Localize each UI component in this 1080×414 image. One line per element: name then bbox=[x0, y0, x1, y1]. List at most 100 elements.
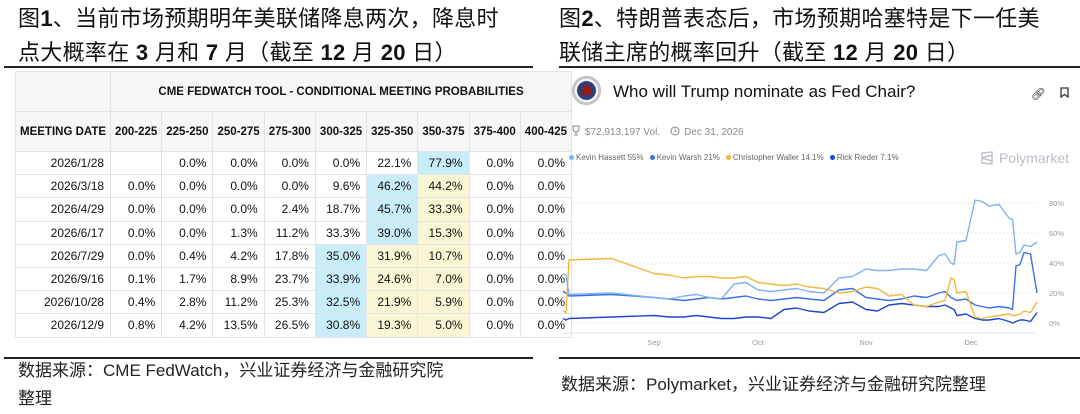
link-icon[interactable]: 🔗︎ bbox=[1030, 87, 1046, 101]
probability-cell: 5.0% bbox=[417, 313, 470, 338]
title-part: 20 bbox=[893, 40, 919, 65]
title-prefix: 图 bbox=[559, 6, 582, 31]
probability-cell: 1.3% bbox=[212, 220, 265, 245]
probability-cell: 35.0% bbox=[314, 243, 368, 268]
title-part: 月（截至 bbox=[218, 40, 321, 65]
probability-cell: 11.2% bbox=[263, 220, 316, 245]
meeting-date-cell: 2026/3/18 bbox=[14, 174, 112, 199]
market-question[interactable]: Who will Trump nominate as Fed Chair? bbox=[613, 82, 916, 101]
legend-item[interactable]: Kevin Hassett 55% bbox=[569, 153, 644, 162]
clock-icon bbox=[670, 126, 680, 139]
column-header-rate-range: 250-275 bbox=[212, 111, 265, 152]
probability-cell: 18.7% bbox=[314, 197, 368, 222]
title-part: 日） bbox=[405, 40, 457, 65]
figure-1-source: 数据来源：CME FedWatch，兴业证券经济与金融研究院 整理 bbox=[18, 357, 443, 413]
probability-cell: 0.0% bbox=[110, 197, 163, 222]
column-header-rate-range: 400-425 bbox=[519, 111, 573, 152]
table-row: 2026/1/28 0.0% 0.0% 0.0% 0.0% 22.1% 77.9% 0.0% 0… bbox=[14, 150, 573, 176]
probability-cell: 0.0% bbox=[468, 313, 521, 338]
polymarket-logo-icon bbox=[981, 151, 993, 165]
probability-cell: 0.1% bbox=[110, 266, 163, 292]
legend-dot-icon bbox=[829, 155, 835, 161]
probability-cell: 0.0% bbox=[468, 174, 521, 199]
probability-cell: 17.8% bbox=[263, 243, 316, 268]
probability-cell: 2.8% bbox=[161, 290, 214, 315]
polymarket-card: Who will Trump nominate as Fed Chair? 🔗︎… bbox=[559, 70, 1079, 350]
probability-cell: 19.3% bbox=[366, 313, 419, 338]
series-line-rieder[interactable] bbox=[562, 301, 1038, 324]
series-line-hassett[interactable] bbox=[562, 199, 1038, 300]
meeting-date-cell: 2026/12/9 bbox=[14, 313, 112, 338]
legend-label: Rick Rieder 7.1% bbox=[836, 153, 899, 162]
probability-cell: 0.0% bbox=[110, 220, 163, 245]
title-prefix: 图 bbox=[18, 6, 41, 31]
legend-item[interactable]: Kevin Warsh 21% bbox=[649, 153, 720, 162]
title-part: 月和 bbox=[148, 40, 206, 65]
series-line-warsh[interactable] bbox=[562, 251, 1038, 311]
probability-cell: 32.5% bbox=[314, 290, 368, 315]
title-part: 月 bbox=[858, 40, 894, 65]
probability-cell: 0.0% bbox=[468, 197, 521, 222]
title-divider bbox=[559, 66, 1080, 68]
legend-dot-icon bbox=[725, 155, 731, 161]
legend-item[interactable]: Christopher Waller 14.1% bbox=[725, 153, 824, 162]
probability-cell: 13.5% bbox=[212, 313, 265, 338]
title-part: 联储主席的概率回升（截至 bbox=[559, 40, 834, 65]
probability-cell: 11.2% bbox=[212, 290, 265, 315]
column-header-rate-range: 200-225 bbox=[110, 111, 163, 152]
probability-cell: 0.0% bbox=[110, 243, 163, 268]
column-header-meeting-date: MEETING DATE bbox=[14, 111, 112, 152]
legend-dot-icon bbox=[649, 155, 655, 161]
title-line1: 、当前市场预期明年美联储降息两次，降息时 bbox=[52, 6, 499, 31]
table-row: 2026/3/18 0.0% 0.0% 0.0% 0.0% 9.6% 46.2% 44.2% 0… bbox=[14, 174, 573, 199]
meeting-date-cell: 2026/6/17 bbox=[14, 220, 112, 245]
x-tick-label: Sep bbox=[647, 338, 660, 347]
probability-cell: 4.2% bbox=[212, 243, 265, 268]
table-row: 2026/6/17 0.0% 0.0% 1.3% 11.2% 33.3% 39.0% 15.3… bbox=[14, 220, 573, 245]
probability-cell: 7.0% bbox=[417, 266, 470, 292]
probability-cell: 0.0% bbox=[468, 266, 521, 292]
column-header-rate-range: 225-250 bbox=[161, 111, 214, 152]
x-tick-label: Oct bbox=[752, 338, 765, 347]
probability-cell: 9.6% bbox=[314, 174, 368, 199]
column-header-rate-range: 375-400 bbox=[468, 111, 521, 152]
probability-cell: 33.9% bbox=[314, 266, 368, 292]
probability-cell: 0.0% bbox=[314, 150, 368, 176]
probability-cell: 0.0% bbox=[161, 174, 214, 199]
y-tick-label: 40% bbox=[1049, 259, 1064, 268]
probability-cell: 0.0% bbox=[161, 197, 214, 222]
meeting-date-cell: 2026/10/28 bbox=[14, 290, 112, 315]
figure-1-title: 图1、当前市场预期明年美联储降息两次，降息时 点大概率在 3 月和 7 月（截至… bbox=[18, 2, 499, 70]
probability-line-chart: 0% 20% 40% 60% 80% Sep Oct Nov Dec bbox=[562, 199, 1064, 347]
legend-item[interactable]: Rick Rieder 7.1% bbox=[829, 153, 899, 162]
probability-cell: 44.2% bbox=[417, 174, 470, 199]
title-number: 1 bbox=[40, 6, 53, 31]
probability-cell: 33.3% bbox=[314, 220, 368, 245]
probability-cell: 0.0% bbox=[468, 220, 521, 245]
probability-cell: 39.0% bbox=[366, 220, 419, 245]
legend-dot-icon bbox=[569, 155, 574, 161]
probability-cell: 0.0% bbox=[519, 243, 573, 268]
probability-cell: 5.9% bbox=[417, 290, 470, 315]
probability-cell bbox=[110, 150, 163, 176]
probability-cell: 0.0% bbox=[519, 313, 573, 338]
title-part: 12 bbox=[833, 40, 859, 65]
table-row: 2026/7/29 0.0% 0.4% 4.2% 17.8% 35.0% 31.9% 10.7… bbox=[14, 243, 573, 268]
probability-cell: 0.0% bbox=[212, 150, 265, 176]
figure-1-panel: 图1、当前市场预期明年美联储降息两次，降息时 点大概率在 3 月和 7 月（截至… bbox=[0, 0, 573, 414]
title-divider bbox=[4, 66, 533, 68]
series-line-waller[interactable] bbox=[562, 257, 1038, 320]
probability-cell: 0.0% bbox=[161, 220, 214, 245]
probability-cell: 0.0% bbox=[519, 150, 573, 176]
probability-cell: 0.0% bbox=[212, 174, 265, 199]
meeting-date-cell: 2026/4/29 bbox=[14, 197, 112, 222]
probability-cell: 2.4% bbox=[263, 197, 316, 222]
trophy-icon bbox=[571, 125, 581, 139]
column-header-rate-range: 275-300 bbox=[263, 111, 316, 152]
title-part: 3 bbox=[135, 40, 149, 65]
probability-cell: 0.0% bbox=[212, 197, 265, 222]
probability-cell: 0.0% bbox=[263, 174, 316, 199]
figure-2-source: 数据来源：Polymarket，兴业证券经济与金融研究院整理 bbox=[561, 371, 986, 399]
bookmark-icon[interactable] bbox=[1060, 87, 1069, 101]
probability-cell: 10.7% bbox=[417, 243, 470, 268]
